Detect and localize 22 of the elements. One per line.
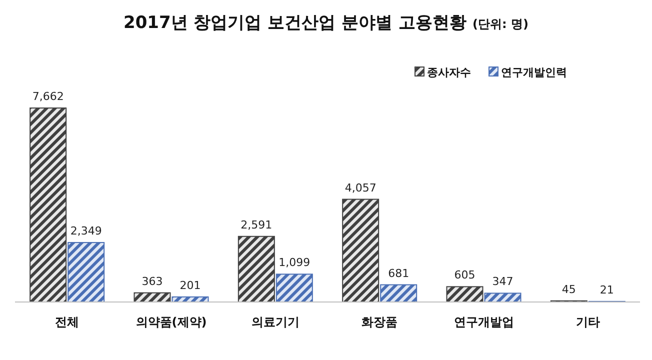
data-label: 7,662 bbox=[32, 90, 64, 103]
chart-subtitle: (단위: 명) bbox=[472, 17, 528, 31]
data-label: 1,099 bbox=[278, 256, 310, 270]
x-tick-label: 기타 bbox=[576, 315, 600, 329]
data-label: 347 bbox=[492, 275, 514, 288]
data-label: 363 bbox=[142, 274, 163, 288]
data-label: 45 bbox=[562, 282, 576, 296]
data-label: 2,591 bbox=[240, 218, 272, 232]
x-tick-label: 전체 bbox=[55, 315, 80, 329]
x-tick-label: 의료기기 bbox=[251, 315, 300, 329]
x-tick-label: 화장품 bbox=[362, 315, 398, 329]
x-tick-label: 의약품(제약) bbox=[136, 315, 207, 329]
x-tick-label: 연구개발업 bbox=[454, 315, 514, 329]
data-label: 4,057 bbox=[344, 181, 376, 194]
chart-title: 2017년 창업기업 보건산업 분야별 고용현황 bbox=[124, 13, 467, 33]
data-label: 21 bbox=[600, 283, 614, 296]
data-label: 2,349 bbox=[70, 224, 102, 238]
data-label: 201 bbox=[180, 278, 201, 292]
legend-label: 종사자수 bbox=[427, 66, 471, 79]
data-label: 681 bbox=[388, 266, 410, 280]
legend-label: 연구개발인력 bbox=[501, 66, 567, 79]
data-label: 605 bbox=[454, 268, 476, 282]
